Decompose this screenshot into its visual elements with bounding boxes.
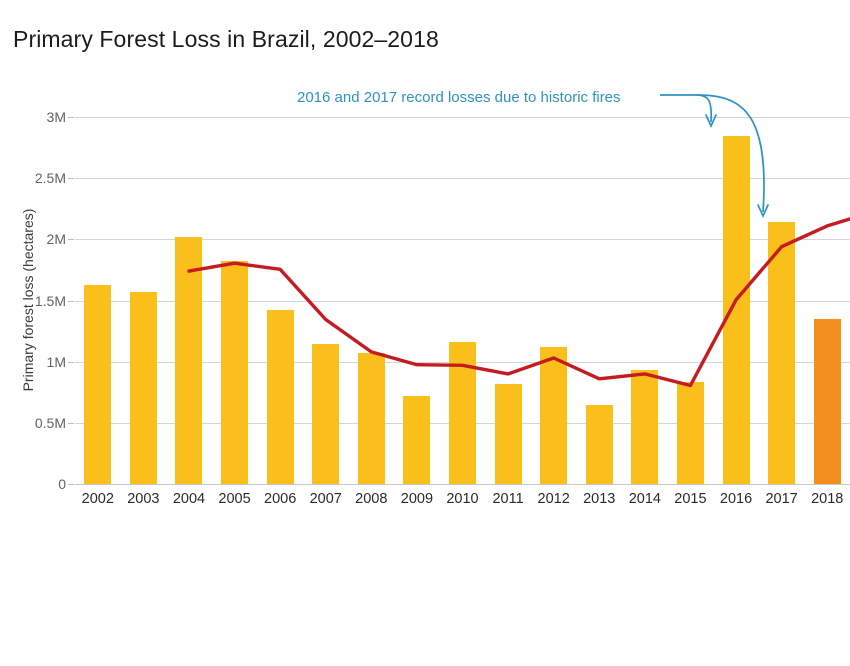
gridline [75,178,850,180]
y-tick-mark [68,239,74,241]
x-axis-tick-label: 2015 [674,491,707,507]
x-axis-tick-label: 2005 [218,491,251,507]
bar-2015[interactable] [676,382,704,484]
plot-area: 0 0.5M 1M 1.5M 2M 2.5M 3M Primary forest loss (… [20,109,850,507]
x-axis-tick-label: 2014 [628,491,661,507]
x-axis-tick-label: 2010 [446,491,479,507]
y-tick-mark [68,178,74,180]
x-axis-tick-label: 2008 [355,491,388,507]
bar-2010[interactable] [449,342,476,484]
bar-2016[interactable] [722,135,750,484]
bar-2013[interactable] [585,405,613,484]
y-axis-tick-label: 2.5M [34,170,66,187]
bar-2017[interactable] [768,221,796,484]
bar-2012[interactable] [540,347,568,484]
bar-2009[interactable] [403,395,431,484]
y-axis-tick-label: 0 [58,476,66,492]
bar-2002[interactable] [84,284,112,484]
x-axis-tick-label: 2007 [309,491,342,507]
x-axis-tick-label: 2016 [719,491,753,507]
y-tick-mark [68,117,74,118]
x-axis-tick-label: 2018 [811,491,844,507]
bar-2007[interactable] [312,343,340,484]
bar-2003[interactable] [129,291,157,484]
bar-2004[interactable] [175,236,203,484]
y-tick-mark [68,300,74,302]
y-tick-mark [68,484,74,485]
bar-2008[interactable] [357,353,385,484]
bar-2011[interactable] [494,383,522,484]
x-axis-tick-label: 2003 [127,491,160,507]
y-axis-tick-label: 1M [46,353,66,370]
annotation-label: 2016 and 2017 record losses due to histo… [297,89,621,106]
x-axis-tick-label: 2009 [400,491,434,507]
bar-2006[interactable] [266,309,294,484]
axis-baseline [75,484,850,485]
y-axis-tick-label: 2M [46,231,66,248]
y-axis-title: Primary forest loss (hectares) [20,208,36,392]
x-axis-tick-label: 2004 [172,491,206,507]
bar-2014[interactable] [631,370,659,484]
chart-footer: Three-year moving average. The three-yea… [0,548,850,666]
x-axis-tick-label: 2017 [765,491,798,507]
y-axis-tick-label: 3M [46,109,66,125]
y-axis-tick-label: 0.5M [34,414,66,431]
x-axis-tick-label: 2012 [537,491,570,507]
y-axis-tick-label: 1.5M [34,292,66,309]
bar-2005[interactable] [221,261,249,484]
x-axis-tick-label: 2013 [583,491,616,507]
gridline [75,117,850,118]
y-tick-mark [68,422,74,424]
bar-2018[interactable] [813,318,841,484]
x-axis-tick-label: 2006 [264,491,297,507]
x-axis-tick-label: 2002 [81,491,114,507]
x-axis-tick-label: 2011 [492,491,524,507]
page-title: Primary Forest Loss in Brazil, 2002–2018 [13,26,439,52]
y-tick-mark [68,361,74,363]
